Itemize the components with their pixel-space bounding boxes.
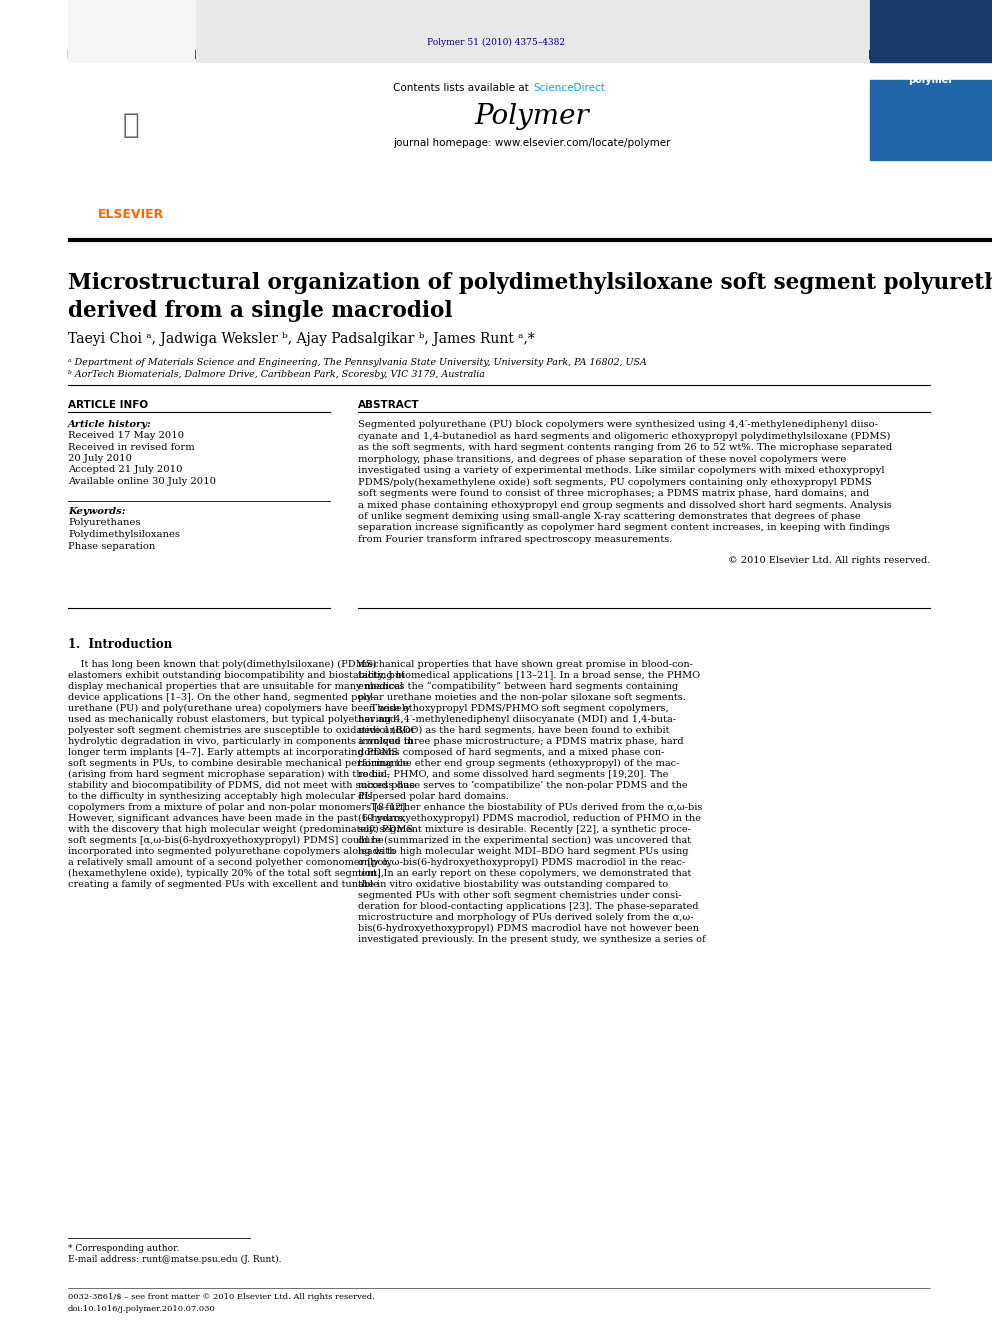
Text: cyanate and 1,4-butanediol as hard segments and oligomeric ethoxypropyl polydime: cyanate and 1,4-butanediol as hard segme… <box>358 431 891 441</box>
Text: microstructure and morphology of PUs derived solely from the α,ω-: microstructure and morphology of PUs der… <box>358 913 693 922</box>
Text: However, significant advances have been made in the past 10 years,: However, significant advances have been … <box>68 814 407 823</box>
Text: longer term implants [4–7]. Early attempts at incorporating PDMS: longer term implants [4–7]. Early attemp… <box>68 747 398 757</box>
Text: taining the ether end group segments (ethoxypropyl) of the mac-: taining the ether end group segments (et… <box>358 759 680 769</box>
Text: stability and biocompatibility of PDMS, did not meet with success due: stability and biocompatibility of PDMS, … <box>68 781 415 790</box>
Text: ARTICLE INFO: ARTICLE INFO <box>68 400 148 410</box>
Bar <box>68 0 194 62</box>
Text: Polymer: Polymer <box>474 103 589 130</box>
Bar <box>68 50 932 58</box>
Text: copolymers from a mixture of polar and non-polar monomers [8–12].: copolymers from a mixture of polar and n… <box>68 803 409 812</box>
Text: investigated previously. In the present study, we synthesize a series of: investigated previously. In the present … <box>358 935 705 945</box>
Text: To further enhance the biostability of PUs derived from the α,ω-bis: To further enhance the biostability of P… <box>358 803 702 812</box>
Text: ᵇ AorTech Biomaterials, Dalmore Drive, Caribbean Park, Scoresby, VIC 3179, Austr: ᵇ AorTech Biomaterials, Dalmore Drive, C… <box>68 370 485 378</box>
Text: enhances the “compatibility” between hard segments containing: enhances the “compatibility” between har… <box>358 681 679 692</box>
Text: morphology, phase transitions, and degrees of phase separation of these novel co: morphology, phase transitions, and degre… <box>358 455 846 463</box>
Text: dure (summarized in the experimental section) was uncovered that: dure (summarized in the experimental sec… <box>358 836 691 845</box>
Text: Received in revised form: Received in revised form <box>68 442 194 451</box>
Text: Article history:: Article history: <box>68 419 152 429</box>
Text: ABSTRACT: ABSTRACT <box>358 400 420 410</box>
Bar <box>870 0 992 62</box>
Text: Available online 30 July 2010: Available online 30 July 2010 <box>68 478 216 486</box>
Text: ᵃ Department of Materials Science and Engineering, The Pennsylvania State Univer: ᵃ Department of Materials Science and En… <box>68 359 647 366</box>
Bar <box>196 0 868 62</box>
Text: ELSEVIER: ELSEVIER <box>98 208 164 221</box>
Text: investigated using a variety of experimental methods. Like similar copolymers wi: investigated using a variety of experime… <box>358 466 885 475</box>
Text: (arising from hard segment microphase separation) with the bio-: (arising from hard segment microphase se… <box>68 770 390 779</box>
Bar <box>870 79 992 160</box>
Text: soft segment mixture is desirable. Recently [22], a synthetic proce-: soft segment mixture is desirable. Recen… <box>358 826 690 833</box>
Text: soft segments in PUs, to combine desirable mechanical performance: soft segments in PUs, to combine desirab… <box>68 759 409 767</box>
Text: 🌳: 🌳 <box>123 111 139 139</box>
Text: with the discovery that high molecular weight (predominately) PDMS: with the discovery that high molecular w… <box>68 826 414 833</box>
Text: It has long been known that poly(dimethylsiloxane) (PDMS): It has long been known that poly(dimethy… <box>68 660 376 669</box>
Text: a mixed phase containing ethoxypropyl end group segments and dissolved short har: a mixed phase containing ethoxypropyl en… <box>358 500 892 509</box>
Text: urethane (PU) and poly(urethane urea) copolymers have been widely: urethane (PU) and poly(urethane urea) co… <box>68 704 411 713</box>
Text: separation increase significantly as copolymer hard segment content increases, i: separation increase significantly as cop… <box>358 524 890 532</box>
Text: hydrolytic degradation in vivo, particularly in components involved in: hydrolytic degradation in vivo, particul… <box>68 737 413 746</box>
Text: 0032-3861/$ – see front matter © 2010 Elsevier Ltd. All rights reserved.: 0032-3861/$ – see front matter © 2010 El… <box>68 1293 375 1301</box>
Text: device applications [1–3]. On the other hand, segmented poly-: device applications [1–3]. On the other … <box>68 693 375 703</box>
Text: creating a family of segmented PUs with excellent and tunable: creating a family of segmented PUs with … <box>68 880 379 889</box>
Text: © 2010 Elsevier Ltd. All rights reserved.: © 2010 Elsevier Ltd. All rights reserved… <box>727 556 930 565</box>
Text: from Fourier transform infrared spectroscopy measurements.: from Fourier transform infrared spectros… <box>358 534 673 544</box>
Text: ScienceDirect: ScienceDirect <box>533 83 605 93</box>
Text: soft segments [α,ω-bis(6-hydroxyethoxypropyl) PDMS] could be: soft segments [α,ω-bis(6-hydroxyethoxypr… <box>68 836 384 845</box>
Text: elastomers exhibit outstanding biocompatibility and biostability, but: elastomers exhibit outstanding biocompat… <box>68 671 405 680</box>
Text: a relatively small amount of a second polyether comonomer [poly: a relatively small amount of a second po… <box>68 859 392 867</box>
Text: used as mechanically robust elastomers, but typical polyether and: used as mechanically robust elastomers, … <box>68 714 396 724</box>
Text: Phase separation: Phase separation <box>68 542 156 550</box>
Text: These ethoxypropyl PDMS/PHMO soft segment copolymers,: These ethoxypropyl PDMS/PHMO soft segmen… <box>358 704 669 713</box>
Text: 20 July 2010: 20 July 2010 <box>68 454 132 463</box>
Text: Microstructural organization of polydimethylsiloxane soft segment polyurethanes
: Microstructural organization of polydime… <box>68 273 992 321</box>
Text: polyester soft segment chemistries are susceptible to oxidative and/or: polyester soft segment chemistries are s… <box>68 726 416 736</box>
Text: journal homepage: www.elsevier.com/locate/polymer: journal homepage: www.elsevier.com/locat… <box>393 138 671 148</box>
Text: Received 17 May 2010: Received 17 May 2010 <box>68 431 185 441</box>
Text: Segmented polyurethane (PU) block copolymers were synthesized using 4,4′-methyle: Segmented polyurethane (PU) block copoly… <box>358 419 878 429</box>
Text: soft segments were found to consist of three microphases; a PDMS matrix phase, h: soft segments were found to consist of t… <box>358 490 869 497</box>
Text: a unique three phase microstructure; a PDMS matrix phase, hard: a unique three phase microstructure; a P… <box>358 737 683 746</box>
Text: polymer: polymer <box>909 75 953 85</box>
Text: leads to high molecular weight MDI–BDO hard segment PUs using: leads to high molecular weight MDI–BDO h… <box>358 847 688 856</box>
Text: * Corresponding author.: * Corresponding author. <box>68 1244 180 1253</box>
Text: (6-hydroxyethoxypropyl) PDMS macrodiol, reduction of PHMO in the: (6-hydroxyethoxypropyl) PDMS macrodiol, … <box>358 814 701 823</box>
Text: domains composed of hard segments, and a mixed phase con-: domains composed of hard segments, and a… <box>358 747 665 757</box>
Text: Contents lists available at: Contents lists available at <box>393 83 532 93</box>
Text: segmented PUs with other soft segment chemistries under consi-: segmented PUs with other soft segment ch… <box>358 890 682 900</box>
Text: rodiol, PHMO, and some dissolved hard segments [19,20]. The: rodiol, PHMO, and some dissolved hard se… <box>358 770 669 779</box>
Text: Polyurethanes: Polyurethanes <box>68 519 141 527</box>
Text: Taeyi Choi ᵃ, Jadwiga Weksler ᵇ, Ajay Padsalgikar ᵇ, James Runt ᵃ,*: Taeyi Choi ᵃ, Jadwiga Weksler ᵇ, Ajay Pa… <box>68 332 535 347</box>
Bar <box>68 0 194 62</box>
Text: E-mail address: runt@matse.psu.edu (J. Runt).: E-mail address: runt@matse.psu.edu (J. R… <box>68 1256 282 1263</box>
Text: Accepted 21 July 2010: Accepted 21 July 2010 <box>68 466 183 475</box>
Text: nediol (BDO) as the hard segments, have been found to exhibit: nediol (BDO) as the hard segments, have … <box>358 726 670 736</box>
Text: incorporated into segmented polyurethane copolymers along with: incorporated into segmented polyurethane… <box>68 847 396 856</box>
Text: (hexamethylene oxide), typically 20% of the total soft segment],: (hexamethylene oxide), typically 20% of … <box>68 869 384 878</box>
Text: to the difficulty in synthesizing acceptably high molecular PU: to the difficulty in synthesizing accept… <box>68 792 373 800</box>
Text: Polymer 51 (2010) 4375–4382: Polymer 51 (2010) 4375–4382 <box>427 38 565 48</box>
Text: display mechanical properties that are unsuitable for many medical: display mechanical properties that are u… <box>68 681 404 691</box>
Text: dispersed polar hard domains.: dispersed polar hard domains. <box>358 792 509 800</box>
Text: Keywords:: Keywords: <box>68 507 126 516</box>
Text: as the soft segments, with hard segment contents ranging from 26 to 52 wt%. The : as the soft segments, with hard segment … <box>358 443 892 452</box>
Text: the in vitro oxidative biostability was outstanding compared to: the in vitro oxidative biostability was … <box>358 880 669 889</box>
Text: deration for blood-contacting applications [23]. The phase-separated: deration for blood-contacting applicatio… <box>358 902 698 912</box>
Text: tion. In an early report on these copolymers, we demonstrated that: tion. In an early report on these copoly… <box>358 869 691 878</box>
Text: having 4,4′-methylenediphenyl diisocyanate (MDI) and 1,4-buta-: having 4,4′-methylenediphenyl diisocyana… <box>358 714 676 724</box>
Text: mixed phase serves to ‘compatibilize’ the non-polar PDMS and the: mixed phase serves to ‘compatibilize’ th… <box>358 781 687 790</box>
Text: only α,ω-bis(6-hydroxyethoxypropyl) PDMS macrodiol in the reac-: only α,ω-bis(6-hydroxyethoxypropyl) PDMS… <box>358 859 685 867</box>
Text: 1.  Introduction: 1. Introduction <box>68 638 173 651</box>
Text: Polydimethylsiloxanes: Polydimethylsiloxanes <box>68 531 180 538</box>
Text: PDMS/poly(hexamethylene oxide) soft segments, PU copolymers containing only etho: PDMS/poly(hexamethylene oxide) soft segm… <box>358 478 872 487</box>
Text: mechanical properties that have shown great promise in blood-con-: mechanical properties that have shown gr… <box>358 660 692 669</box>
Text: of unlike segment demixing using small-angle X-ray scattering demonstrates that : of unlike segment demixing using small-a… <box>358 512 861 521</box>
Text: tacting biomedical applications [13–21]. In a broad sense, the PHMO: tacting biomedical applications [13–21].… <box>358 671 700 680</box>
Text: bis(6-hydroxyethoxypropyl) PDMS macrodiol have not however been: bis(6-hydroxyethoxypropyl) PDMS macrodio… <box>358 923 699 933</box>
Text: polar urethane moieties and the non-polar siloxane soft segments.: polar urethane moieties and the non-pola… <box>358 693 685 703</box>
Text: doi:10.1016/j.polymer.2010.07.030: doi:10.1016/j.polymer.2010.07.030 <box>68 1304 215 1312</box>
